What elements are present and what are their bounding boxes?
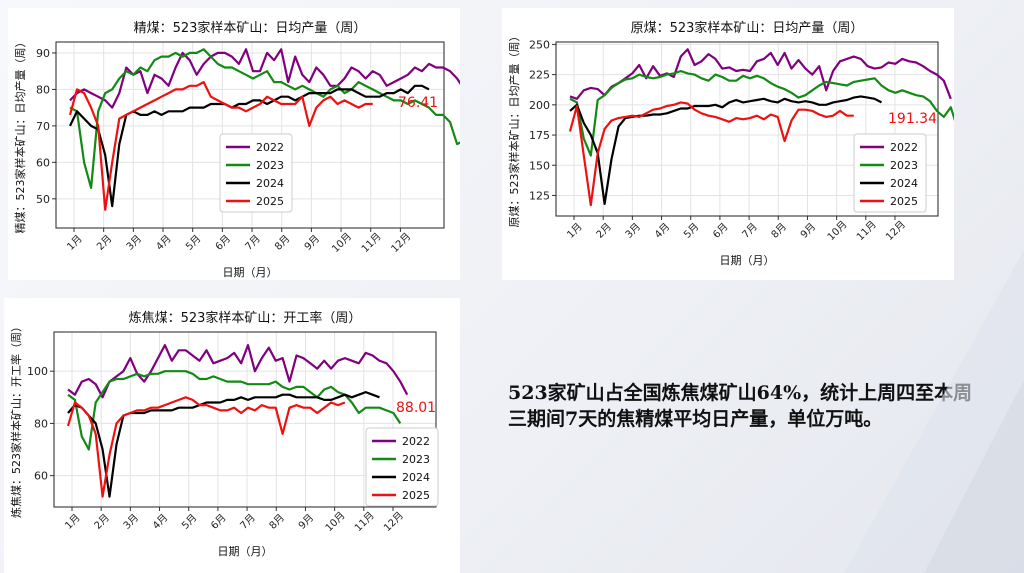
x-tick-label: 3月 [623, 221, 643, 241]
y-tick-label: 70 [36, 120, 50, 133]
y-tick-label: 175 [529, 129, 550, 142]
legend-label: 2024 [256, 177, 284, 190]
x-axis-label: 日期（月） [223, 266, 278, 279]
x-tick-label: 8月 [267, 512, 287, 532]
plot-frame [53, 331, 437, 508]
legend-label: 2023 [256, 159, 284, 172]
series-line-2023 [569, 69, 954, 157]
x-tick-label: 5月 [179, 512, 199, 532]
x-tick-label: 1月 [63, 512, 83, 532]
chart-title: 原煤：523家样本矿山：日均产量（周） [631, 20, 864, 36]
y-axis-label: 精煤：523家样本矿山：日均产量（周） [13, 37, 27, 234]
legend-label: 2022 [890, 141, 918, 154]
chart-raw-coal: 原煤：523家样本矿山：日均产量（周） 125 150 175 200 225 250 1月 2… [507, 20, 954, 267]
chart-title: 炼焦煤：523家样本矿山：开工率（周） [129, 310, 362, 326]
x-tick-label: 8月 [272, 233, 292, 253]
x-tick-label: 9月 [302, 233, 322, 253]
chart-title: 精煤：523家样本矿山：日均产量（周） [134, 20, 367, 36]
y-axis-label: 原煤：523家样本矿山：日均产量（周） [507, 31, 521, 228]
series-line-2025 [568, 101, 854, 207]
x-tick-label: 12月 [381, 509, 406, 534]
x-tick-label: 9月 [296, 512, 316, 532]
x-tick-label: 10月 [825, 218, 850, 243]
series-line-2022 [569, 48, 952, 100]
series-line-2022 [67, 343, 409, 399]
series-line-2025 [66, 396, 346, 498]
y-tick-label: 60 [34, 470, 48, 483]
legend-box [853, 133, 927, 213]
x-axis-label: 日期（月） [218, 545, 273, 558]
y-tick-label: 150 [529, 159, 550, 172]
y-tick-label: 125 [529, 189, 550, 202]
chart-panel-refined-coal: 精煤：523家样本矿山：日均产量（周） 50 60 70 80 90 1月 2月 3月 4月 5月 6… [8, 8, 460, 280]
x-tick-label: 5月 [681, 221, 701, 241]
x-tick-label: 7月 [243, 233, 263, 253]
legend-box [219, 133, 293, 213]
x-tick-label: 8月 [769, 221, 789, 241]
x-tick-label: 2月 [92, 512, 112, 532]
legend-label: 2025 [256, 195, 284, 208]
legend-label: 2024 [402, 471, 430, 484]
y-tick-label: 80 [36, 83, 50, 96]
y-tick-label: 50 [36, 193, 50, 206]
y-tick-label: 90 [36, 47, 50, 60]
y-tick-label: 225 [529, 69, 550, 82]
y-tick-label: 60 [36, 156, 50, 169]
x-axis-label: 日期（月） [720, 254, 775, 267]
chart-panel-raw-coal: 原煤：523家样本矿山：日均产量（周） 125 150 175 200 225 250 1月 2… [502, 8, 954, 280]
series-line-2022 [69, 48, 460, 109]
x-tick-label: 1月 [65, 233, 85, 253]
x-tick-label: 6月 [213, 233, 233, 253]
x-tick-label: 6月 [711, 221, 731, 241]
x-tick-label: 12月 [389, 230, 414, 255]
x-tick-label: 4月 [150, 512, 170, 532]
legend-label: 2023 [402, 453, 430, 466]
x-tick-label: 3月 [124, 233, 144, 253]
chart-panel-operating-rate: 炼焦煤：523家样本矿山：开工率（周） 60 80 100 1月 2月 3月 4月 5月 6月 7月… [4, 298, 460, 573]
x-tick-label: 2月 [94, 233, 114, 253]
chart-operating-rate: 炼焦煤：523家样本矿山：开工率（周） 60 80 100 1月 2月 3月 4月 5月 6月 7月… [9, 310, 439, 558]
plot-frame [55, 41, 445, 229]
y-tick-label: 100 [27, 365, 48, 378]
x-tick-label: 10月 [329, 230, 354, 255]
x-tick-label: 11月 [359, 230, 384, 255]
x-tick-label: 12月 [883, 218, 908, 243]
y-tick-label: 200 [529, 99, 550, 112]
legend-label: 2022 [256, 141, 284, 154]
x-tick-label: 9月 [798, 221, 818, 241]
plot-frame [555, 41, 939, 217]
x-tick-label: 7月 [740, 221, 760, 241]
end-value-label: 88.01 [396, 400, 436, 416]
x-tick-label: 3月 [121, 512, 141, 532]
legend-label: 2022 [402, 435, 430, 448]
y-tick-label: 80 [34, 417, 48, 430]
series-line-2024 [67, 390, 380, 498]
x-tick-label: 1月 [565, 221, 585, 241]
x-tick-label: 11月 [854, 218, 879, 243]
x-tick-label: 10月 [323, 509, 348, 534]
x-tick-label: 4月 [154, 233, 174, 253]
legend-box [365, 427, 439, 507]
legend-label: 2024 [890, 177, 918, 190]
series-line-2023 [69, 48, 460, 189]
note-text: 523家矿山占全国炼焦煤矿山64%，统计上周四至本周三期间7天的焦精煤平均日产量… [508, 382, 973, 430]
x-tick-label: 5月 [183, 233, 203, 253]
series-line-2025 [68, 80, 373, 211]
x-tick-label: 2月 [594, 221, 614, 241]
x-tick-label: 7月 [238, 512, 258, 532]
legend-label: 2025 [890, 195, 918, 208]
end-value-label: 191.34 [888, 111, 937, 127]
x-tick-label: 6月 [209, 512, 229, 532]
end-value-label: 76.41 [398, 95, 438, 111]
legend-label: 2025 [402, 489, 430, 502]
legend-label: 2023 [890, 159, 918, 172]
chart-refined-coal: 精煤：523家样本矿山：日均产量（周） 50 60 70 80 90 1月 2月 3月 4月 5月 6… [13, 20, 460, 279]
y-tick-label: 250 [529, 38, 550, 51]
x-tick-label: 4月 [652, 221, 672, 241]
y-axis-label: 炼焦煤：523家样本矿山：开工率（周） [9, 321, 23, 518]
series-line-2024 [569, 95, 883, 205]
x-tick-label: 11月 [352, 509, 377, 534]
